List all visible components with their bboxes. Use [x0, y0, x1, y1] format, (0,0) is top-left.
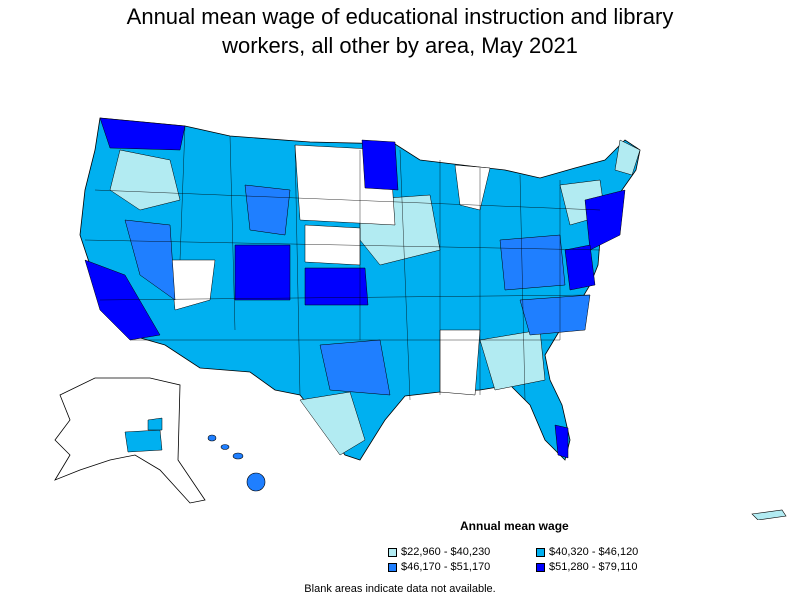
legend-swatch-2	[536, 547, 545, 557]
legend-item-4: $51,280 - $79,110	[536, 561, 637, 573]
footnote: Blank areas indicate data not available.	[304, 583, 496, 595]
region-tier3-wyoming	[244, 184, 291, 236]
legend-label-4: $51,280 - $79,110	[549, 561, 638, 573]
legend-label-1: $22,960 - $40,230	[401, 546, 491, 558]
hawaii	[207, 434, 266, 492]
region-tier4-florida	[554, 424, 569, 459]
legend-item-1: $22,960 - $40,230	[388, 546, 490, 558]
region-tier3-south	[319, 339, 391, 396]
legend-swatch-1	[388, 547, 397, 557]
region-tier4-washington	[99, 117, 186, 151]
title-line-1: Annual mean wage of educational instruct…	[126, 4, 674, 29]
us-choropleth-map	[54, 117, 787, 520]
legend-title: Annual mean wage	[460, 519, 569, 533]
alaska-region-1	[124, 429, 163, 453]
region-patches	[84, 117, 641, 459]
region-tier1-texas	[299, 391, 366, 456]
region-tier4-dc	[564, 244, 596, 291]
legend-swatch-3	[388, 562, 397, 572]
region-tier4-northeast	[584, 189, 626, 251]
puerto-rico	[751, 509, 787, 520]
map-title: Annual mean wage of educational instruct…	[0, 2, 800, 60]
legend-item-3: $46,170 - $51,170	[388, 561, 490, 573]
region-tier1-maine	[614, 139, 641, 176]
region-tier4-minnesota	[361, 139, 399, 191]
region-tier4-colorado	[234, 244, 291, 301]
alaska-region-2	[147, 417, 163, 431]
region-tier1-southeast	[479, 329, 546, 391]
internal-borders	[84, 125, 601, 401]
legend-label-3: $46,170 - $51,170	[401, 561, 491, 573]
legend-label-2: $40,320 - $46,120	[549, 546, 639, 558]
region-blank-mississippi	[439, 329, 481, 396]
title-line-2: workers, all other by area, May 2021	[222, 33, 578, 58]
legend-swatch-4	[536, 562, 545, 572]
region-tier3-carolinas	[519, 294, 591, 336]
region-tier4-california	[84, 259, 161, 341]
region-tier3-nevada	[124, 219, 176, 301]
legend-item-2: $40,320 - $46,120	[536, 546, 638, 558]
region-tier4-kansas	[304, 267, 369, 306]
region-tier3-east	[499, 234, 566, 291]
region-tier1-nw	[109, 149, 181, 211]
